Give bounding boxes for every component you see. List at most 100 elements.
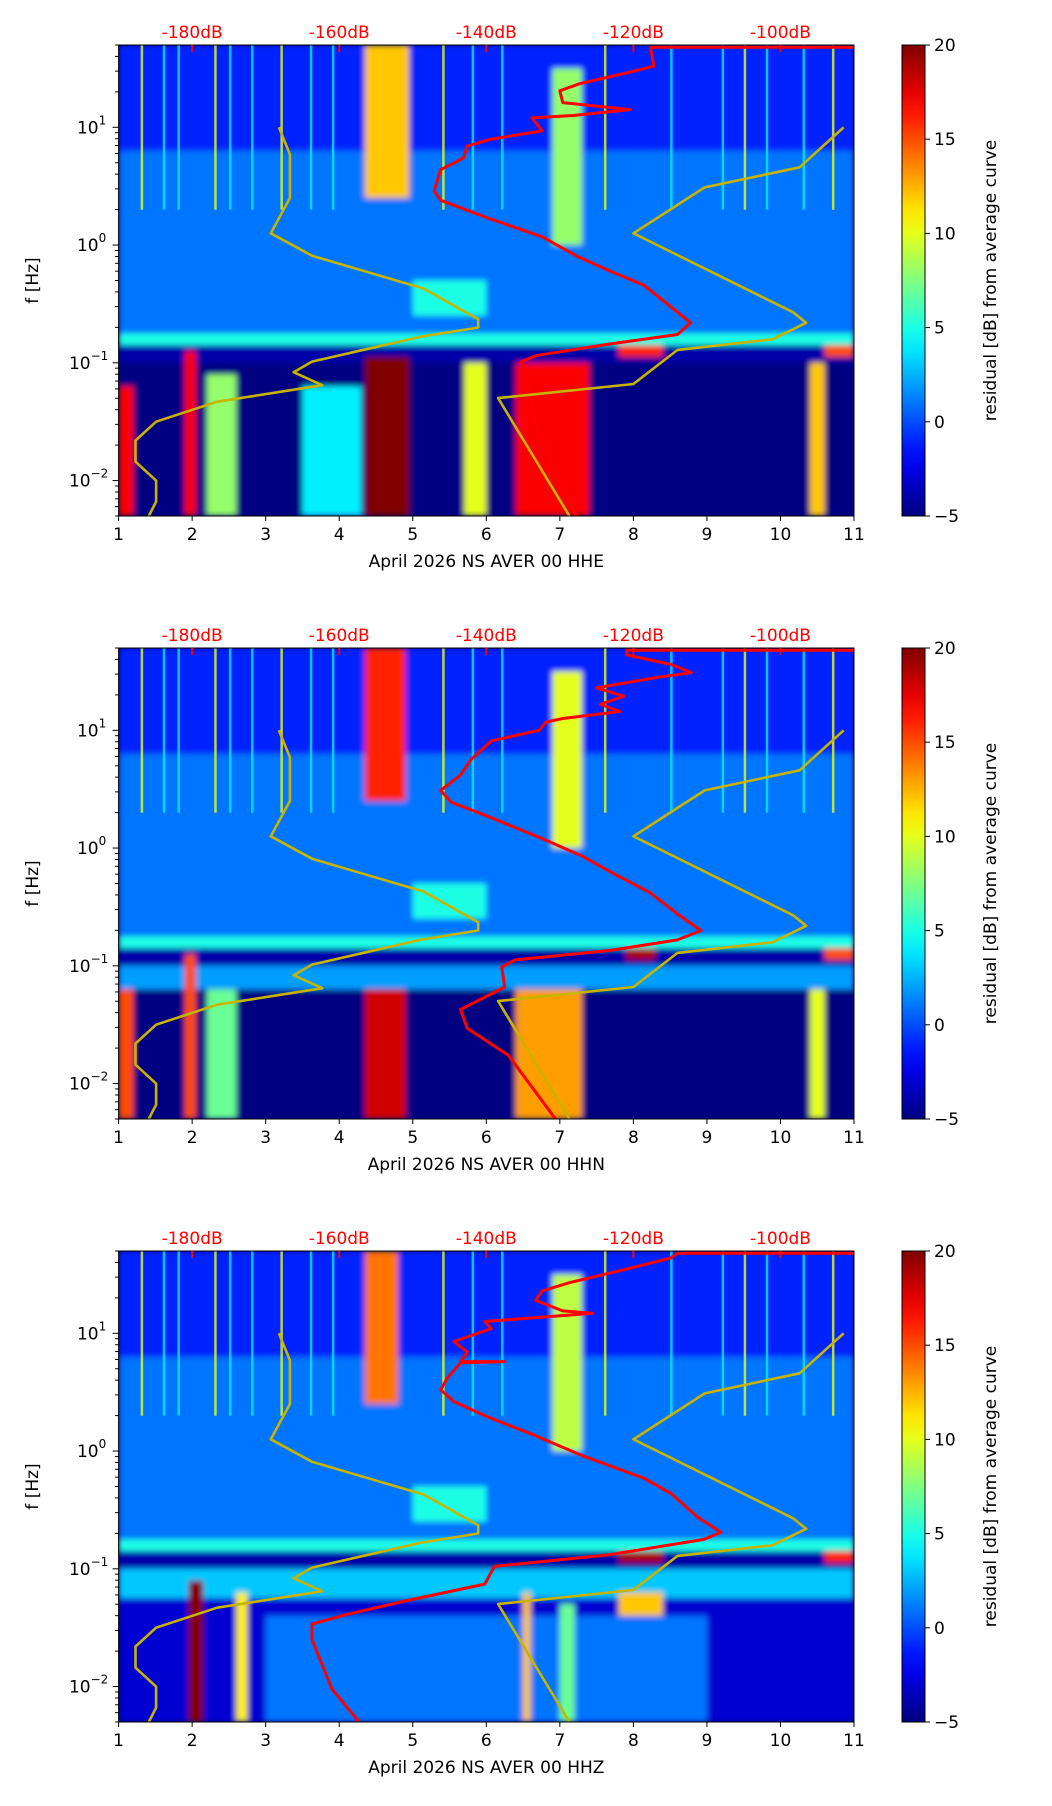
heatmap-cells (118, 648, 855, 1119)
y-tick-base: 10 (69, 354, 91, 374)
x-tick-label: 11 (843, 1128, 865, 1148)
y-tick-base: 10 (69, 472, 91, 492)
colorbar-tick-label: −5 (934, 507, 959, 527)
heatmap (118, 45, 855, 516)
db-tick-label: -120dB (603, 1229, 664, 1249)
colorbar-label: residual [dB] from average curve (981, 1346, 1001, 1627)
heatmap-cell (559, 1604, 575, 1722)
heatmap-cell (364, 648, 406, 801)
heatmap-streak (250, 1251, 254, 1416)
y-tick-base: 10 (77, 1324, 99, 1344)
heatmap-cell (206, 374, 237, 516)
x-tick-label: 8 (628, 1128, 639, 1148)
colorbar-tick-label: 15 (934, 130, 956, 150)
y-tick-base: 10 (77, 1442, 99, 1462)
x-tick-label: 2 (187, 1731, 198, 1751)
heatmap-streak (331, 1251, 335, 1416)
heatmap-cell (412, 1486, 487, 1522)
heatmap-cell (364, 45, 410, 198)
x-axis-label: April 2026 NS AVER 00 HHE (369, 552, 604, 572)
heatmap-cell (118, 989, 134, 1119)
colorbar-tick-label: 20 (934, 639, 956, 659)
x-axis-label: April 2026 NS AVER 00 HHN (368, 1155, 605, 1175)
heatmap-streak (228, 648, 232, 813)
heatmap-cell (618, 1551, 663, 1563)
heatmap-cell (523, 1592, 531, 1722)
heatmap-streak (140, 45, 144, 210)
heatmap-streak (442, 648, 445, 813)
y-tick-exponent: 1 (99, 716, 107, 730)
y-tick-exponent: 0 (99, 834, 107, 848)
db-tick-label: -120dB (603, 23, 664, 43)
x-tick-label: 8 (628, 525, 639, 545)
psd-curve (310, 1251, 854, 1722)
y-tick-exponent: −2 (91, 1673, 109, 1687)
colorbar-tick-label: 15 (934, 733, 956, 753)
x-tick-label: 11 (843, 1731, 865, 1751)
colorbar-tick-label: 0 (934, 1619, 945, 1639)
x-tick-label: 3 (260, 525, 271, 545)
x-tick-label: 1 (113, 1731, 124, 1751)
heatmap-streak (802, 648, 806, 813)
x-tick-label: 4 (334, 525, 345, 545)
db-tick-label: -100dB (750, 626, 811, 646)
colorbar-tick-label: 0 (934, 413, 945, 433)
y-tick-exponent: −2 (91, 1070, 109, 1084)
heatmap-streak (471, 1251, 475, 1416)
heatmap-streak (831, 1251, 835, 1416)
heatmap-cell (412, 280, 487, 316)
heatmap-streak (501, 1251, 504, 1416)
heatmap-streak (721, 45, 725, 210)
heatmap-streak (765, 648, 769, 813)
heatmap-cell (412, 883, 487, 919)
heatmap-cell (515, 989, 582, 1119)
db-tick-label: -160dB (309, 1229, 370, 1249)
nhnm-curve (496, 1332, 845, 1722)
heatmap-streak (721, 1251, 725, 1416)
heatmap (118, 1251, 855, 1722)
y-tick-base: 10 (77, 839, 99, 859)
heatmap-cell (118, 345, 855, 363)
colorbar-tick-label: 10 (934, 224, 956, 244)
y-axis-label: f [Hz] (23, 1463, 43, 1509)
heatmap-cell (118, 1251, 855, 1357)
colorbar-tick-label: −5 (934, 1110, 959, 1130)
heatmap-streak (670, 45, 673, 210)
db-tick-label: -100dB (750, 1229, 811, 1249)
x-tick-label: 10 (770, 1731, 792, 1751)
heatmap-cell (118, 965, 855, 990)
heatmap-cell (552, 1274, 582, 1452)
heatmap-cells (118, 45, 855, 516)
heatmap (118, 648, 855, 1119)
colorbar-tick-label: −5 (934, 1713, 959, 1733)
heatmap-streak (309, 648, 313, 813)
heatmap-streak (228, 45, 232, 210)
y-tick-base: 10 (69, 1075, 91, 1095)
heatmap-streak (471, 648, 475, 813)
x-tick-label: 10 (770, 525, 792, 545)
y-tick-exponent: −1 (91, 1555, 109, 1569)
db-tick-label: -160dB (309, 626, 370, 646)
heatmap-cell (188, 1580, 204, 1722)
y-tick-base: 10 (69, 1560, 91, 1580)
y-tick-exponent: 1 (99, 1319, 107, 1333)
heatmap-streak (140, 648, 144, 813)
x-tick-label: 3 (260, 1128, 271, 1148)
heatmap-streak (831, 648, 835, 813)
heatmap-streak (802, 45, 806, 210)
heatmap-streak (670, 1251, 673, 1416)
heatmap-streak (162, 648, 166, 813)
heatmap-streak (471, 45, 475, 210)
heatmap-streak (250, 45, 254, 210)
x-tick-label: 9 (702, 1128, 713, 1148)
heatmap-cell (552, 68, 582, 246)
db-tick-label: -120dB (603, 626, 664, 646)
db-tick-label: -140dB (456, 23, 517, 43)
db-tick-label: -140dB (456, 626, 517, 646)
heatmap-cell (118, 1551, 855, 1569)
heatmap-cell (552, 671, 582, 849)
db-tick-label: -100dB (750, 23, 811, 43)
x-tick-label: 2 (187, 525, 198, 545)
